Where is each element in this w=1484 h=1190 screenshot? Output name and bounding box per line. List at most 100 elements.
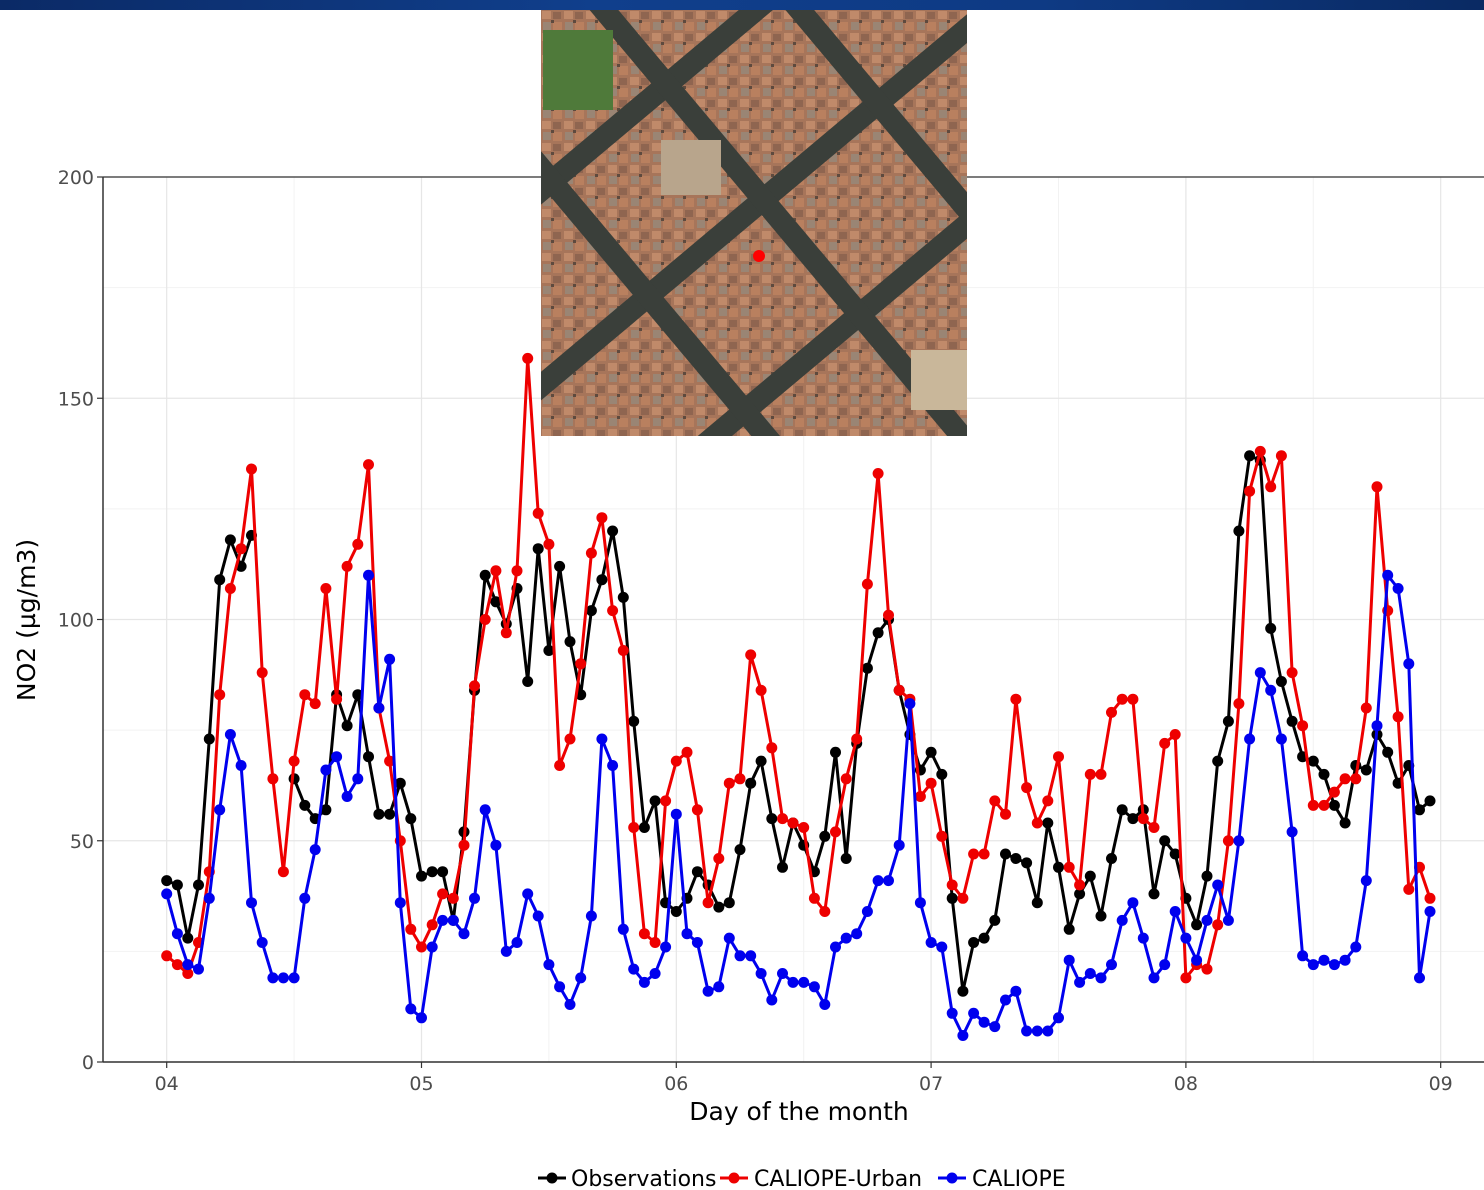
- data-point-observations: [224, 534, 236, 546]
- y-tick-label: 0: [82, 1052, 94, 1074]
- data-point-observations: [830, 746, 841, 758]
- data-point-caliope: [1159, 959, 1171, 971]
- data-point-observations: [1212, 755, 1224, 767]
- data-point-observations: [777, 861, 788, 873]
- legend: Observations CALIOPE-Urban CALIOPE: [538, 1167, 1066, 1190]
- data-point-caliope-urban: [500, 627, 512, 639]
- data-point-caliope: [331, 751, 343, 763]
- data-point-caliope: [1414, 972, 1425, 984]
- data-point-caliope-urban: [883, 609, 894, 621]
- data-point-caliope: [416, 1012, 427, 1024]
- data-point-caliope: [1403, 658, 1415, 670]
- data-point-caliope-urban: [416, 941, 427, 953]
- data-point-caliope-urban: [1297, 720, 1309, 732]
- data-point-observations: [1031, 897, 1043, 909]
- data-point-caliope-urban: [925, 777, 937, 789]
- series-layer: [161, 352, 1436, 1041]
- data-point-caliope: [670, 808, 682, 820]
- data-point-caliope: [946, 1007, 958, 1019]
- data-point-observations: [607, 525, 619, 537]
- data-point-caliope: [405, 1003, 417, 1015]
- data-point-observations: [1127, 813, 1139, 825]
- data-point-caliope: [363, 569, 374, 581]
- data-point-caliope-urban: [267, 773, 279, 785]
- data-point-caliope: [1382, 569, 1394, 581]
- data-point-caliope: [1127, 897, 1139, 909]
- data-point-caliope-urban: [989, 795, 1001, 807]
- data-point-caliope: [914, 897, 926, 909]
- data-point-observations: [214, 574, 226, 586]
- data-point-caliope: [617, 923, 629, 935]
- data-point-caliope: [1042, 1025, 1054, 1037]
- data-point-observations: [522, 676, 534, 687]
- data-point-caliope-urban: [840, 773, 852, 785]
- data-point-caliope: [511, 937, 523, 948]
- data-point-observations: [479, 569, 491, 581]
- data-point-observations: [299, 799, 311, 811]
- data-point-caliope-urban: [681, 746, 693, 758]
- data-point-caliope: [989, 1021, 1001, 1033]
- data-point-caliope-urban: [638, 928, 650, 940]
- data-point-observations: [1328, 799, 1340, 811]
- data-point-caliope: [1106, 959, 1117, 971]
- data-point-caliope-urban: [1350, 773, 1362, 785]
- data-point-caliope: [607, 760, 619, 771]
- data-point-caliope: [957, 1030, 969, 1041]
- data-point-caliope-urban: [384, 755, 396, 767]
- data-point-caliope-urban: [1159, 737, 1171, 749]
- legend-item-caliope: CALIOPE: [938, 1167, 1066, 1190]
- data-point-caliope-urban: [564, 733, 576, 745]
- data-point-caliope-urban: [1116, 693, 1128, 705]
- data-point-observations: [1244, 450, 1256, 462]
- data-point-caliope-urban: [946, 879, 958, 891]
- data-point-caliope: [1339, 954, 1351, 966]
- x-tick-label: 05: [409, 1073, 433, 1095]
- series-observations: [161, 450, 1436, 997]
- data-point-caliope: [798, 976, 810, 988]
- data-point-observations: [352, 689, 364, 701]
- data-point-caliope-urban: [1106, 706, 1117, 718]
- data-point-caliope: [787, 976, 799, 988]
- data-point-caliope: [352, 773, 364, 785]
- data-point-caliope: [182, 959, 194, 971]
- data-point-observations: [384, 808, 396, 820]
- data-point-caliope-urban: [1010, 693, 1022, 705]
- data-point-caliope-urban: [214, 689, 226, 701]
- aerial-photo: [541, 10, 967, 436]
- data-point-caliope: [532, 910, 544, 922]
- data-point-caliope: [1265, 684, 1277, 696]
- data-point-caliope: [320, 764, 332, 776]
- data-point-caliope-urban: [469, 680, 480, 692]
- data-point-caliope: [1328, 959, 1340, 971]
- series-caliope-urban: [161, 352, 1436, 984]
- data-point-caliope: [808, 981, 820, 993]
- data-point-caliope: [1084, 968, 1096, 979]
- data-point-observations: [1307, 755, 1319, 767]
- data-point-observations: [1063, 923, 1075, 935]
- data-point-caliope: [256, 937, 268, 948]
- data-point-caliope-urban: [182, 968, 194, 979]
- data-point-caliope-urban: [1265, 481, 1277, 493]
- data-point-caliope-urban: [458, 839, 470, 851]
- data-point-caliope: [1371, 720, 1383, 732]
- data-point-caliope-urban: [1169, 729, 1181, 740]
- data-point-caliope-urban: [936, 830, 948, 842]
- data-point-observations: [1265, 622, 1277, 634]
- data-point-observations: [171, 879, 183, 891]
- data-point-observations: [1095, 910, 1107, 922]
- data-point-observations: [405, 813, 417, 825]
- data-point-caliope-urban: [607, 605, 619, 617]
- data-point-caliope-urban: [734, 773, 746, 785]
- data-point-observations: [1222, 715, 1234, 727]
- x-tick-label: 09: [1429, 1073, 1453, 1095]
- data-point-observations: [628, 715, 640, 727]
- x-tick-label: 04: [155, 1073, 179, 1095]
- data-point-caliope: [702, 985, 714, 997]
- data-point-caliope-urban: [851, 733, 863, 745]
- data-point-caliope: [309, 844, 321, 856]
- data-point-caliope-urban: [320, 583, 332, 594]
- data-point-caliope: [299, 892, 311, 904]
- data-point-caliope-urban: [1127, 693, 1139, 705]
- data-point-observations: [363, 751, 374, 763]
- data-point-observations: [745, 777, 757, 789]
